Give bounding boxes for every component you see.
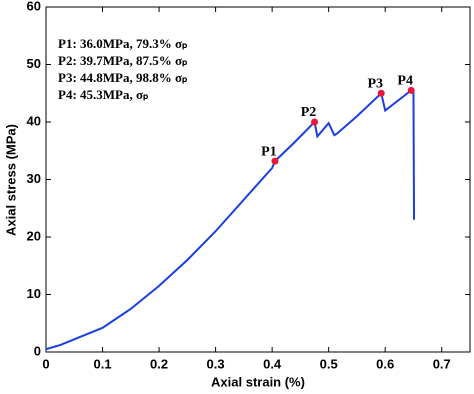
y-axis-label: Axial stress (MPa) <box>3 124 18 236</box>
y-tick-label: 60 <box>27 0 41 13</box>
curve <box>45 89 416 351</box>
x-tick-label: 0.6 <box>376 356 394 371</box>
y-tick-label: 20 <box>27 228 41 243</box>
point-label: P4 <box>397 74 413 89</box>
x-tick-label: 0 <box>42 356 49 371</box>
point-label: P1 <box>261 144 277 159</box>
x-axis-label: Axial strain (%) <box>211 374 305 389</box>
annotation: P3: 44.8MPa, 98.8% σₚ <box>58 70 188 85</box>
x-tick-label: 0.3 <box>207 356 225 371</box>
y-tick-label: 50 <box>27 56 41 71</box>
y-tick-label: 0 <box>34 343 41 358</box>
point-marker <box>311 118 319 126</box>
x-tick-label: 0.4 <box>263 356 282 371</box>
y-tick-label: 40 <box>27 113 41 128</box>
annotation: P4: 45.3MPa, σₚ <box>58 87 149 102</box>
annotation: P1: 36.0MPa, 79.3% σₚ <box>58 36 188 51</box>
x-tick-label: 0.1 <box>93 356 111 371</box>
point-marker <box>377 89 385 97</box>
x-tick-label: 0.5 <box>320 356 338 371</box>
x-tick-label: 0.2 <box>150 356 168 371</box>
point-label: P3 <box>367 76 383 91</box>
point-marker <box>271 157 279 165</box>
x-tick-label: 0.7 <box>433 356 451 371</box>
annotation: P2: 39.7MPa, 87.5% σₚ <box>58 53 188 68</box>
point-marker <box>407 86 415 94</box>
y-tick-label: 10 <box>27 286 41 301</box>
y-tick-label: 30 <box>27 171 41 186</box>
point-label: P2 <box>301 105 317 120</box>
